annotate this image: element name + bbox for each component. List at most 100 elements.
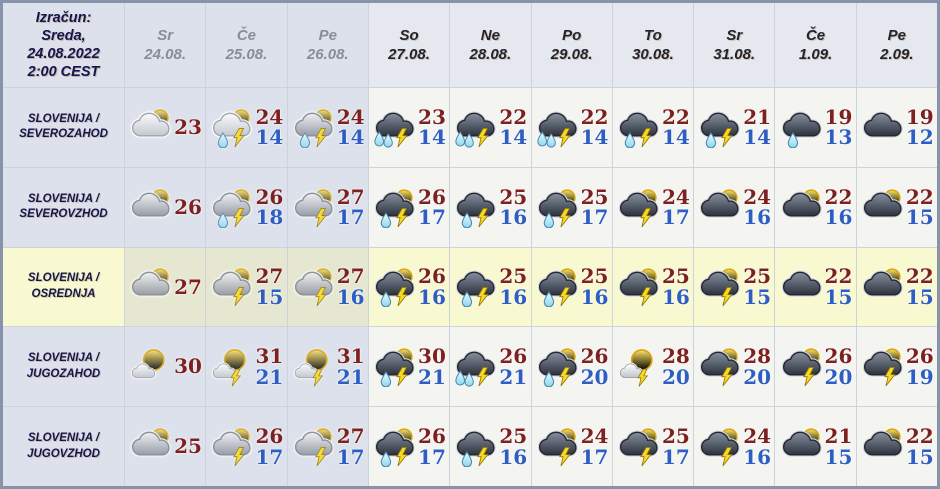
low-temp: 14 (255, 125, 284, 150)
temperatures: 25 16 (499, 266, 527, 307)
sun-cloud-lightning-icon (618, 428, 659, 467)
column-day-label: So (399, 26, 419, 44)
temperatures: 23 14 (418, 107, 446, 148)
temperatures: 26 (174, 197, 202, 218)
high-temp: 24 (255, 104, 284, 129)
column-day-label: Pe (887, 26, 907, 44)
high-temp: 25 (580, 264, 609, 289)
region-line: SEVEROZAHOD (19, 128, 108, 141)
forecast-grid: Izračun: Sreda, 24.08.2022 2:00 CEST Sr 2… (3, 3, 937, 486)
column-header-če-25-08: Če 25.08. (206, 3, 287, 87)
forecast-cell: 22 15 (856, 167, 937, 247)
temperatures: 25 16 (499, 426, 527, 467)
high-temp: 22 (905, 184, 934, 209)
sunny-cloud-lightning-icon (293, 349, 328, 387)
storm-rain-lightning-icon (456, 430, 497, 468)
temperatures: 30 21 (418, 344, 446, 389)
low-temp: 17 (255, 444, 284, 469)
storm-rain-lightning-icon (618, 111, 659, 148)
forecast-cell: 24 14 (206, 88, 287, 167)
low-temp: 20 (824, 364, 853, 389)
sun-storm-rain-lightning-icon (537, 189, 578, 228)
low-temp: 21 (418, 364, 446, 389)
high-temp: 30 (418, 344, 446, 369)
storm-rain-lightning-icon (456, 270, 497, 308)
high-temp: 22 (905, 424, 934, 448)
high-temp: 26 (255, 184, 284, 209)
sun-storm-rain-lightning-icon (374, 268, 415, 308)
forecast-cell: 25 17 (531, 167, 612, 247)
region-label-severovzhod: SLOVENIJA / SEVEROVZHOD (3, 167, 124, 247)
sun-cloud-lightning-icon (700, 268, 740, 307)
column-day-label: Sr (157, 26, 174, 44)
high-temp: 31 (336, 344, 365, 369)
temperatures: 27 17 (336, 424, 365, 467)
temperatures: 24 14 (336, 104, 365, 150)
calc-line: 2:00 CEST (27, 64, 100, 81)
storm-heavy-rain-lightning-icon (455, 350, 497, 387)
low-temp: 14 (743, 125, 772, 150)
temperatures: 24 14 (255, 104, 284, 150)
column-date-label: 24.08. (144, 46, 186, 63)
low-temp: 14 (336, 125, 365, 150)
high-temp: 24 (661, 184, 690, 209)
calc-line: Izračun: (35, 9, 92, 26)
temperatures: 24 16 (743, 184, 772, 228)
sunny-cloud-lightning-icon (212, 349, 247, 387)
temperatures: 26 20 (824, 346, 853, 389)
sun-cloud-lightning-icon (700, 428, 740, 467)
sun-cloud-lightning-icon (618, 268, 659, 307)
high-temp: 22 (499, 104, 528, 129)
column-day-label: Sr (726, 26, 743, 44)
forecast-cell: 22 15 (856, 247, 937, 327)
high-temp: 28 (661, 344, 690, 369)
high-temp: 27 (174, 274, 202, 299)
forecast-cell: 22 14 (531, 88, 612, 167)
low-temp: 16 (824, 205, 853, 230)
high-temp: 24 (580, 424, 609, 448)
high-temp: 26 (418, 424, 446, 448)
sun-cloud-rain-lightning-icon (293, 109, 334, 148)
low-temp: 15 (905, 284, 934, 309)
calc-line: 24.08.2022 (27, 46, 100, 62)
high-temp: 25 (580, 184, 609, 209)
low-temp: 18 (255, 205, 284, 230)
temperatures: 22 15 (905, 184, 934, 228)
region-label-severozahod: SLOVENIJA / SEVEROZAHOD (3, 88, 124, 167)
calc-line: Sreda, (41, 27, 86, 44)
low-temp: 17 (661, 444, 690, 469)
forecast-cell: 24 17 (531, 407, 612, 486)
high-temp: 28 (743, 344, 772, 369)
temperatures: 25 16 (662, 266, 690, 307)
forecast-cell: 22 15 (856, 407, 937, 486)
temperatures: 25 16 (499, 186, 527, 228)
column-day-label: Ne (480, 26, 500, 44)
temperatures: 31 21 (336, 344, 365, 387)
forecast-cell: 30 (125, 327, 206, 407)
column-date-label: 25.08. (225, 46, 268, 63)
forecast-cell: 23 14 (368, 88, 450, 167)
region-label-osrednja: SLOVENIJA / OSREDNJA (3, 247, 124, 327)
high-temp: 24 (743, 184, 772, 209)
high-temp: 27 (336, 424, 365, 448)
temperatures: 21 14 (743, 107, 772, 150)
temperatures: 31 21 (255, 346, 283, 387)
region-label-jugozahod: SLOVENIJA / JUGOZAHOD (3, 327, 124, 407)
high-temp: 24 (336, 104, 365, 129)
temperatures: 23 (174, 117, 202, 138)
temperatures: 22 14 (581, 107, 609, 148)
forecast-cell: 27 (125, 247, 206, 327)
temperatures: 26 16 (418, 266, 446, 307)
forecast-cell: 24 16 (694, 167, 775, 247)
sun-behind-dark-cloud-icon (862, 428, 903, 457)
sun-storm-rain-lightning-icon (374, 189, 415, 228)
sun-behind-cloud-icon (130, 189, 171, 218)
low-temp: 16 (580, 284, 609, 309)
temperatures: 26 20 (581, 346, 609, 387)
region-label-jugovzhod: SLOVENIJA / JUGOVZHOD (3, 407, 124, 486)
high-temp: 19 (905, 104, 934, 129)
low-temp: 15 (824, 284, 853, 309)
sun-behind-dark-cloud-icon (781, 428, 822, 457)
column-day-label: Pe (318, 26, 337, 44)
low-temp: 21 (499, 364, 528, 389)
